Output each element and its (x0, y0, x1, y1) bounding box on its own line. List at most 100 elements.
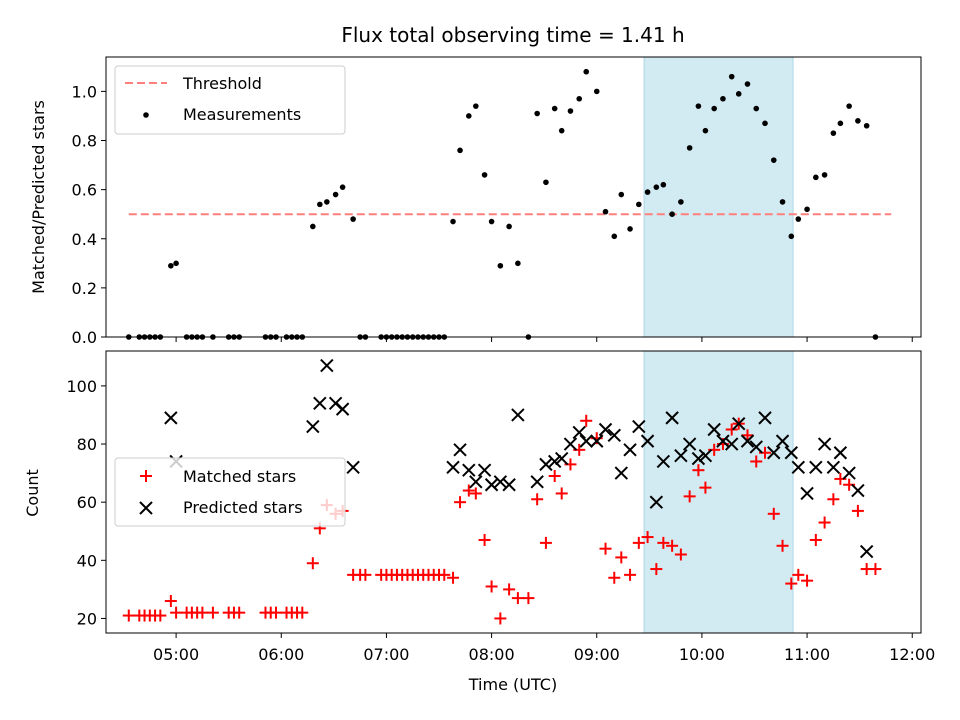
predicted-star-point (732, 416, 746, 431)
measurement-point (515, 260, 521, 267)
predicted-star-point (623, 443, 637, 457)
predicted-star-stroke (640, 434, 655, 448)
bottom-panel: 20 40 60 80 100 05:00 06:00 07:00 08:00 09:00 10:… (23, 350, 935, 694)
predicted-star-stroke (725, 437, 739, 451)
predicted-star-stroke (328, 396, 343, 411)
measurement-point (735, 91, 742, 97)
predicted-star-point (800, 486, 814, 501)
matched-star-point (785, 577, 798, 590)
matched-star-point (154, 609, 167, 622)
matched-star-point (650, 563, 663, 576)
measurement-point (636, 201, 642, 208)
y-tick-label: 1.0 (72, 82, 97, 101)
matched-star-point (827, 493, 840, 506)
predicted-star-stroke (469, 475, 483, 489)
matched-star-point (462, 484, 475, 497)
predicted-star-point (547, 454, 562, 469)
top-y-ticks: 0.0 0.2 0.4 0.6 0.8 1.0 (72, 82, 106, 347)
measurement-point (762, 120, 768, 127)
measurement-point (473, 103, 479, 109)
x-axis-label: Time (UTC) (468, 675, 557, 694)
predicted-star-point (674, 448, 688, 463)
matched-star-point (539, 536, 552, 549)
predicted-star-stroke (579, 434, 593, 448)
matched-star-point (196, 606, 209, 619)
predicted-star-point (851, 483, 865, 498)
matched-star-point (608, 571, 621, 584)
x-tick-label: 10:00 (679, 645, 725, 664)
x-tick-label: 08:00 (469, 645, 515, 664)
predicted-star-point (767, 446, 781, 460)
matched-star-point (306, 557, 319, 570)
x-tick-label: 07:00 (363, 645, 409, 664)
measurement-point (830, 130, 837, 136)
top-highlight-span (643, 56, 794, 338)
predicted-star-stroke (716, 434, 730, 448)
x-tick-label: 06:00 (258, 645, 304, 664)
measurement-point (678, 199, 684, 205)
predicted-star-stroke (749, 440, 763, 454)
predicted-star-point (758, 411, 772, 425)
measurement-point (602, 208, 609, 215)
legend-measurements-label: Measurements (183, 105, 301, 124)
matched-star-point (818, 516, 831, 529)
predicted-star-point (791, 460, 806, 474)
predicted-star-point (698, 448, 713, 463)
measurement-point (669, 211, 675, 217)
matched-star-point (809, 533, 822, 546)
predicted-star-point (554, 451, 569, 466)
predicted-star-stroke (346, 460, 360, 474)
measurement-point (551, 105, 558, 112)
predicted-star-point (725, 437, 739, 451)
predicted-star-stroke (826, 460, 841, 474)
matched-star-point (469, 487, 482, 500)
predicted-star-point (775, 434, 790, 448)
matched-star-point (478, 533, 491, 546)
matched-star-point (657, 536, 670, 549)
measurement-point (324, 199, 330, 205)
predicted-star-point (563, 437, 578, 451)
measurement-point (711, 105, 717, 112)
predicted-star-point (826, 460, 841, 474)
predicted-star-point (484, 478, 499, 492)
measurement-point (481, 172, 488, 178)
top-x-ticks (175, 337, 913, 342)
matched-star-point (851, 504, 864, 517)
predicted-star-point (469, 475, 483, 489)
matched-star-point (522, 592, 535, 605)
bottom-y-axis-label: Count (23, 469, 42, 517)
y-tick-label: 100 (66, 377, 97, 396)
predicted-star-point (649, 495, 664, 509)
predicted-star-stroke (598, 422, 613, 437)
y-tick-label: 20 (77, 609, 97, 628)
predicted-star-stroke (758, 411, 772, 425)
measurement-point (660, 181, 667, 188)
predicted-star-stroke (842, 466, 856, 480)
measurement-point (770, 157, 777, 163)
predicted-star-point (164, 411, 178, 425)
legend-matched-swatch (140, 470, 152, 482)
measurement-point (332, 191, 339, 198)
predicted-star-stroke (493, 475, 508, 489)
measurement-point (837, 120, 844, 127)
measurement-point (558, 127, 565, 134)
bottom-x-ticks: 05:00 06:00 07:00 08:00 09:00 10:00 11:00 12:00 (153, 633, 935, 664)
predicted-star-stroke (851, 483, 865, 498)
top-y-axis-label: Matched/Predicted stars (29, 100, 48, 294)
measurement-point (795, 216, 802, 222)
x-tick-label: 09:00 (574, 645, 620, 664)
measurement-point (173, 260, 179, 267)
matched-star-point (447, 571, 460, 584)
measurement-point (804, 206, 810, 213)
measurement-point (644, 189, 651, 195)
predicted-star-stroke (164, 411, 178, 425)
measurement-point (466, 113, 472, 119)
measurement-point (846, 103, 852, 109)
matched-star-point (494, 612, 507, 625)
matched-star-point (599, 542, 612, 555)
measurement-point (457, 147, 463, 154)
bottom-legend-box (114, 457, 346, 527)
measurement-point (534, 110, 540, 117)
count-points (122, 358, 882, 625)
predicted-star-stroke (502, 478, 516, 492)
